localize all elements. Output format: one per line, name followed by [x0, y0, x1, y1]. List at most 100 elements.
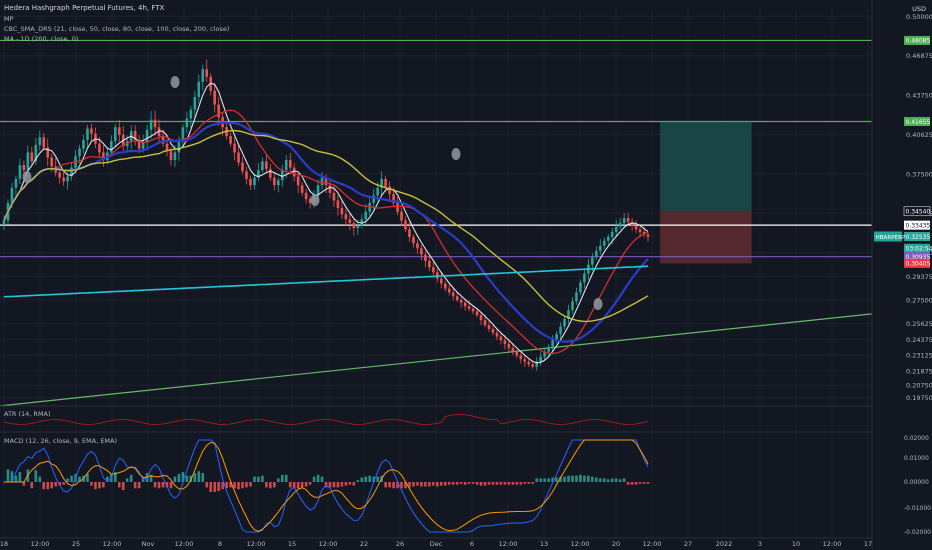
macd-histogram-bar [257, 476, 260, 482]
candle-body [70, 167, 73, 177]
indicator-sma[interactable]: CBC_SMA_DRS (21, close, 50, close, 80, c… [4, 25, 230, 33]
macd-histogram-bar [58, 482, 61, 486]
macd-histogram-bar [185, 475, 189, 482]
macd-histogram-bar [352, 482, 356, 486]
price-axis-background [872, 0, 932, 550]
candle-body [229, 136, 232, 144]
candle-body [630, 221, 634, 226]
macd-histogram-bar [102, 482, 105, 488]
macd-histogram-bar [161, 482, 165, 488]
macd-histogram-bar [181, 472, 185, 482]
candle-body [261, 161, 264, 171]
price-tick-label: 0.23125 [906, 352, 932, 360]
candle-body [483, 320, 487, 326]
price-tick-label: 0.25625 [906, 320, 932, 328]
candle-body [201, 69, 205, 82]
macd-pane-label[interactable]: MACD (12, 26, close, 9, EMA, EMA) [4, 437, 118, 445]
time-tick-label: 12:00 [103, 540, 122, 548]
candle-body [304, 192, 308, 200]
candle-body [527, 361, 531, 365]
macd-histogram-bar [443, 482, 447, 486]
macd-histogram-bar [344, 482, 348, 486]
candle-body [507, 344, 511, 348]
candle-body [543, 351, 546, 357]
macd-histogram-bar [201, 473, 205, 482]
marker-dot [593, 298, 603, 310]
macd-histogram-bar [133, 482, 137, 489]
candle-body [288, 160, 292, 168]
macd-histogram-bar [284, 474, 288, 482]
candle-body [78, 148, 81, 157]
marker-dot [451, 148, 461, 160]
atr-line [3, 414, 649, 425]
price-badge [904, 35, 930, 45]
macd-histogram-bar [177, 473, 181, 482]
candle-body [428, 260, 431, 268]
candle-body [14, 178, 18, 188]
macd-histogram-bar [479, 482, 483, 486]
macd-histogram-bar [229, 482, 232, 488]
candle-body [618, 223, 622, 227]
price-tick-label: 0.24375 [906, 336, 932, 344]
time-tick-label: 13 [540, 540, 548, 548]
macd-histogram-bar [273, 482, 276, 488]
macd-histogram-bar [451, 482, 455, 485]
atr-pane-label[interactable]: ATR (14, RMA) [4, 410, 51, 418]
time-tick-label: 6 [470, 540, 474, 548]
macd-histogram-bar [392, 482, 395, 489]
macd-histogram-bar [606, 479, 610, 482]
macd-histogram-bar [602, 478, 606, 482]
candle-body [269, 168, 272, 178]
macd-histogram-bar [106, 476, 109, 482]
candle-body [471, 308, 475, 312]
candle-body [610, 231, 614, 237]
price-tick-label: 0.19750 [906, 394, 932, 402]
macd-histogram-bar [121, 482, 125, 491]
candle-body [384, 178, 387, 187]
macd-histogram-bar [86, 473, 89, 482]
macd-histogram-bar [245, 482, 248, 488]
candle-body [376, 187, 379, 196]
time-tick-label: 12:00 [319, 540, 338, 548]
candle-body [646, 234, 650, 237]
macd-histogram-bar [642, 482, 646, 484]
indicator-ma-1d[interactable]: MA - 1D (200, close, 0) [4, 35, 79, 43]
macd-histogram-bar [527, 482, 531, 484]
macd-histogram-bar [320, 476, 324, 482]
candle-body [137, 139, 141, 149]
ma-1d-cyan-line [3, 265, 649, 298]
candle-body [511, 347, 515, 352]
price-badge-text: 0.48085 [906, 38, 931, 45]
candle-body [495, 332, 499, 337]
price-badge [904, 252, 930, 262]
candle-body [102, 152, 105, 161]
candle-body [284, 160, 288, 171]
macd-histogram-bar [217, 482, 220, 491]
macd-histogram-bar [221, 482, 224, 490]
macd-signal-line [4, 439, 649, 532]
macd-histogram-bar [336, 482, 340, 488]
candle-body [599, 245, 602, 251]
candle-body [245, 171, 248, 179]
macd-axis-label: 0.01000 [904, 455, 929, 462]
time-tick-label: 10 [792, 540, 800, 548]
time-tick-label: 18 [0, 540, 8, 548]
candle-body [296, 176, 300, 186]
candle-body [575, 292, 578, 302]
price-tick-label: 0.21875 [906, 367, 932, 375]
time-tick-label: Nov [142, 540, 155, 548]
ma-red-line [3, 109, 649, 355]
candle-body [479, 315, 483, 321]
indicator-mp[interactable]: MP [4, 15, 14, 23]
candle-body [280, 170, 284, 181]
candle-body [292, 167, 296, 177]
candle-body [634, 225, 638, 230]
currency-label: USD [912, 5, 926, 13]
time-tick-label: 12:00 [643, 540, 662, 548]
macd-histogram-bar [583, 475, 586, 482]
macd-histogram-bar [94, 482, 97, 490]
candle-body [169, 151, 173, 161]
candle-body [316, 185, 320, 196]
candle-body [117, 127, 121, 135]
